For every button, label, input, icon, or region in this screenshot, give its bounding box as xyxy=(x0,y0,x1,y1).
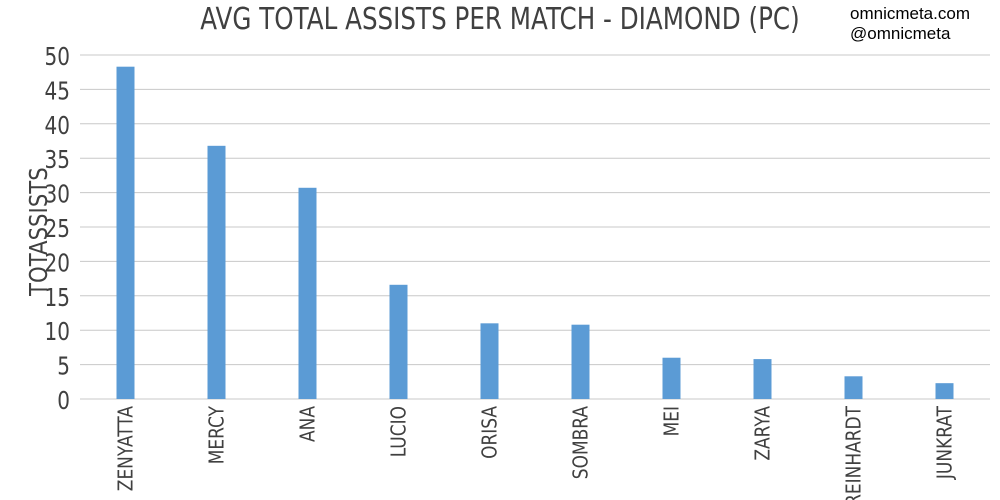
y-tick-label: 20 xyxy=(45,249,70,278)
y-tick-label: 10 xyxy=(45,318,70,347)
bar xyxy=(480,323,499,399)
x-tick-label: ORISA xyxy=(479,406,502,459)
x-tick-label: LUCIO xyxy=(388,406,411,457)
y-tick-label: 5 xyxy=(57,353,70,382)
x-tick-label: SOMBRA xyxy=(570,406,593,479)
bar xyxy=(571,324,590,399)
bar xyxy=(207,145,226,399)
x-tick-label: ZENYATTA xyxy=(115,406,138,491)
x-tick-label: MERCY xyxy=(206,405,229,464)
credits: omnicmeta.com @omnicmeta xyxy=(850,4,970,44)
y-tick-label: 35 xyxy=(45,146,70,175)
bar xyxy=(935,383,954,399)
bar xyxy=(389,284,408,399)
bar xyxy=(662,357,681,399)
bar xyxy=(298,187,317,399)
y-tick-label: 50 xyxy=(45,43,70,72)
credit-site: omnicmeta.com xyxy=(850,4,970,23)
x-tick-label: JUNKRAT xyxy=(934,405,957,480)
y-tick-label: 40 xyxy=(45,112,70,141)
bar xyxy=(753,359,772,399)
bar xyxy=(116,66,135,400)
y-tick-label: 45 xyxy=(45,77,70,106)
x-tick-label: ZARYA xyxy=(752,406,775,461)
y-tick-label: 25 xyxy=(45,215,70,244)
y-tick-label: 15 xyxy=(45,284,70,313)
chart-title: AVG TOTAL ASSISTS PER MATCH - DIAMOND (P… xyxy=(200,2,800,37)
y-tick-label: 0 xyxy=(57,387,70,416)
y-tick-label: 30 xyxy=(45,181,70,210)
x-tick-label: REINHARDT xyxy=(843,405,866,500)
bar xyxy=(844,376,863,399)
x-tick-label: ANA xyxy=(297,406,320,442)
x-tick-label: MEI xyxy=(661,406,684,436)
credit-handle: @omnicmeta xyxy=(850,24,951,43)
